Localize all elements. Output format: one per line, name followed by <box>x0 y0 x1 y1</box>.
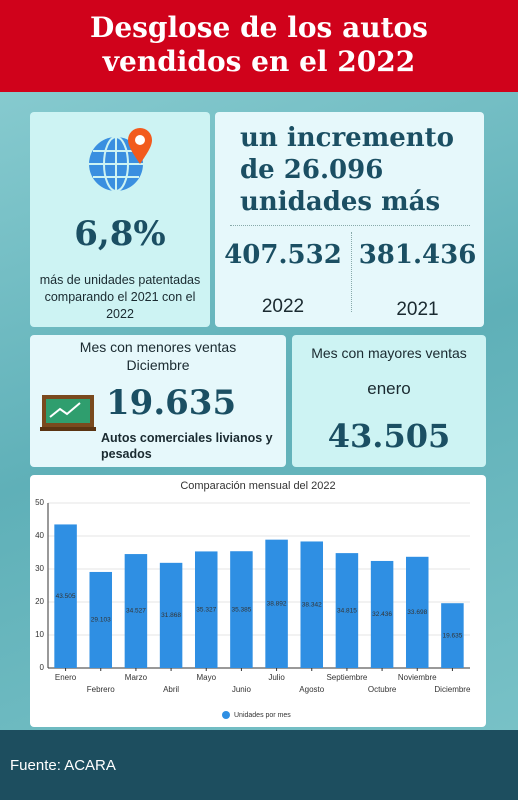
x-tick-label: Julio <box>268 673 285 682</box>
year-2021: 2021 <box>396 299 439 320</box>
divider <box>351 232 352 312</box>
x-tick-label: Enero <box>55 673 77 682</box>
x-tick-label: Septiembre <box>326 673 367 682</box>
x-tick-label: Diciembre <box>434 685 471 694</box>
growth-percent: 6,8% <box>74 214 166 254</box>
lowest-month: Diciembre <box>126 357 190 373</box>
lowest-note: Autos comerciales livianos y pesados <box>101 431 273 461</box>
x-tick-label: Febrero <box>87 685 116 694</box>
value-label: 33.698 <box>407 609 427 616</box>
value-label: 34.815 <box>337 607 357 614</box>
bar <box>89 571 113 668</box>
lowest-value: 19.635 <box>106 383 237 423</box>
x-tick-label: Marzo <box>125 673 148 682</box>
value-label: 43.505 <box>56 593 76 600</box>
value-label: 32.436 <box>372 611 392 618</box>
bar <box>441 603 464 668</box>
value-label: 38.892 <box>267 601 287 608</box>
y-tick-label: 30 <box>35 564 44 573</box>
legend-marker <box>222 711 230 719</box>
value-2021: 381.436 <box>358 240 477 270</box>
value-label: 35.385 <box>231 606 251 613</box>
bar <box>335 553 359 668</box>
bar <box>405 556 429 668</box>
lowest-heading: Mes con menores ventas <box>79 339 237 355</box>
y-tick-label: 10 <box>35 630 44 639</box>
globe-icon <box>89 128 152 192</box>
bar <box>230 551 253 668</box>
bar <box>265 539 288 668</box>
growth-card: 6,8% más de unidades patentadas comparan… <box>30 112 210 327</box>
value-2022: 407.532 <box>224 240 342 270</box>
value-label: 38.342 <box>302 601 322 608</box>
bar <box>124 554 148 668</box>
y-tick-label: 0 <box>40 663 45 672</box>
y-tick-label: 40 <box>35 531 44 540</box>
y-tick-label: 50 <box>35 498 44 507</box>
highest-card: Mes con mayores ventas enero 43.505 <box>292 335 486 467</box>
x-tick-label: Noviembre <box>398 673 437 682</box>
chart: Comparación mensual del 2022 0 10 20 30 40 50… <box>35 480 471 719</box>
x-tick-label: Abril <box>163 685 179 694</box>
bar <box>370 560 394 668</box>
title: Desglose de los autos vendidos en el 202… <box>0 0 518 92</box>
x-tick-label: Mayo <box>196 673 216 682</box>
bar <box>194 551 218 668</box>
increase-card: un incremento de 26.096 unidades más 407… <box>215 112 484 327</box>
legend-label: Unidades por mes <box>234 712 291 719</box>
highest-heading: Mes con mayores ventas <box>311 345 467 361</box>
board-icon <box>40 395 96 431</box>
highest-value: 43.505 <box>327 417 451 455</box>
bar <box>300 541 324 668</box>
bar <box>159 562 183 668</box>
value-label: 35.327 <box>196 606 216 613</box>
year-2022: 2022 <box>261 296 305 317</box>
divider <box>230 225 470 226</box>
source: Fuente: ACARA <box>0 730 518 800</box>
value-label: 31.868 <box>161 612 181 619</box>
bar <box>54 524 77 668</box>
x-tick-label: Junio <box>232 685 252 694</box>
value-label: 34.527 <box>126 608 146 615</box>
x-tick-label: Octubre <box>368 685 397 694</box>
growth-text: más de unidades patentadas comparando el… <box>39 273 201 321</box>
x-tick-label: Agosto <box>299 685 324 694</box>
chart-card: Comparación mensual del 2022 0 10 20 30 40 50… <box>30 475 486 727</box>
increase-headline: un incremento de 26.096 unidades más <box>240 123 455 217</box>
chart-title: Comparación mensual del 2022 <box>180 480 335 492</box>
y-tick-label: 20 <box>35 597 44 606</box>
value-label: 29.103 <box>91 617 111 624</box>
highest-month: enero <box>367 379 411 398</box>
value-label: 19.635 <box>442 632 462 639</box>
lowest-card: Mes con menores ventas Diciembre 19.635 … <box>30 335 286 467</box>
